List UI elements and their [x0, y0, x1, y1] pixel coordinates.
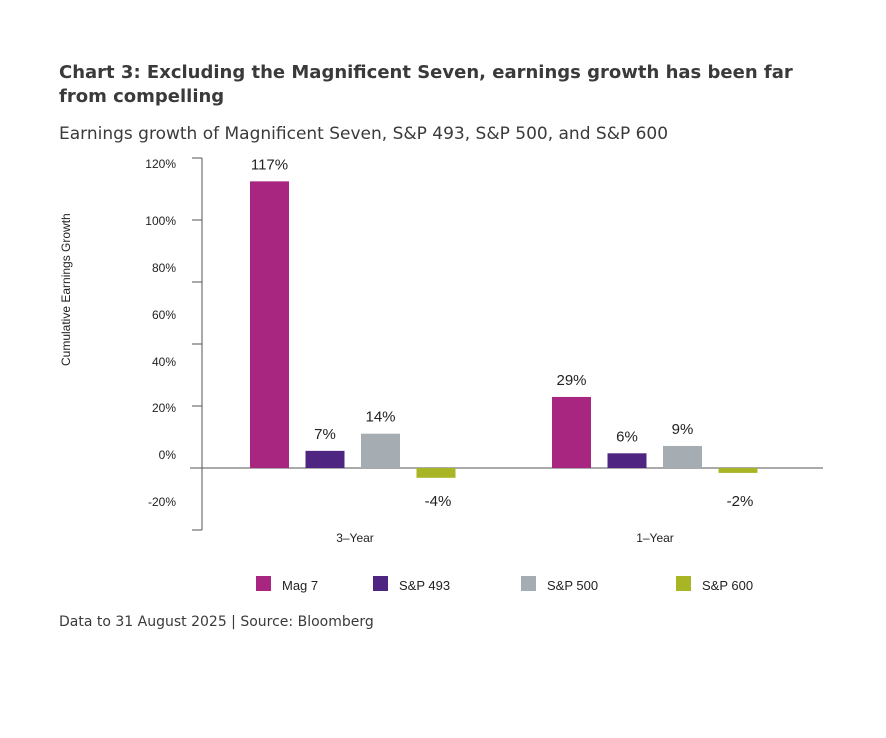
y-tick-label: 60%: [152, 308, 176, 322]
y-axis-title: Cumulative Earnings Growth: [59, 213, 73, 366]
legend-swatch: [256, 576, 271, 591]
chart-title: Chart 3: Excluding the Magnificent Seven…: [59, 62, 793, 107]
legend-swatch: [521, 576, 536, 591]
y-tick-label: 100%: [145, 214, 176, 228]
bar-s-p-600: [718, 468, 758, 473]
data-label: 9%: [672, 421, 694, 438]
data-label: 29%: [556, 372, 586, 389]
y-tick-label: -20%: [148, 495, 176, 509]
data-label: 117%: [251, 156, 288, 173]
legend-label: S&P 600: [702, 578, 753, 593]
bar-s-p-493: [607, 453, 647, 468]
y-tick-label: 120%: [145, 157, 176, 171]
bar-s-p-500: [663, 445, 702, 468]
legend-label: S&P 493: [399, 578, 450, 593]
y-tick-label: 0%: [159, 448, 177, 462]
data-label: 7%: [314, 426, 336, 443]
bar-s-p-600: [416, 468, 456, 478]
chart-subtitle: Earnings growth of Magnificent Seven, S&…: [59, 124, 669, 144]
data-label: 14%: [365, 409, 395, 426]
y-tick-label: 40%: [152, 355, 176, 369]
legend-label: S&P 500: [547, 578, 598, 593]
x-category-label: 3–Year: [336, 531, 374, 545]
x-category-label: 1–Year: [636, 531, 674, 545]
data-label: -2%: [727, 493, 754, 510]
chart-source-footer: Data to 31 August 2025 | Source: Bloombe…: [59, 614, 374, 630]
bar-mag-7: [250, 181, 289, 468]
bar-s-p-493: [305, 450, 345, 468]
y-tick-label: 20%: [152, 401, 176, 415]
bar-s-p-500: [361, 433, 400, 468]
legend-swatch: [373, 576, 388, 591]
data-label: -4%: [425, 493, 452, 510]
y-tick-label: 80%: [152, 261, 176, 275]
legend-swatch: [676, 576, 691, 591]
data-label: 6%: [616, 428, 638, 445]
bar-mag-7: [552, 396, 591, 468]
legend-label: Mag 7: [282, 578, 318, 593]
